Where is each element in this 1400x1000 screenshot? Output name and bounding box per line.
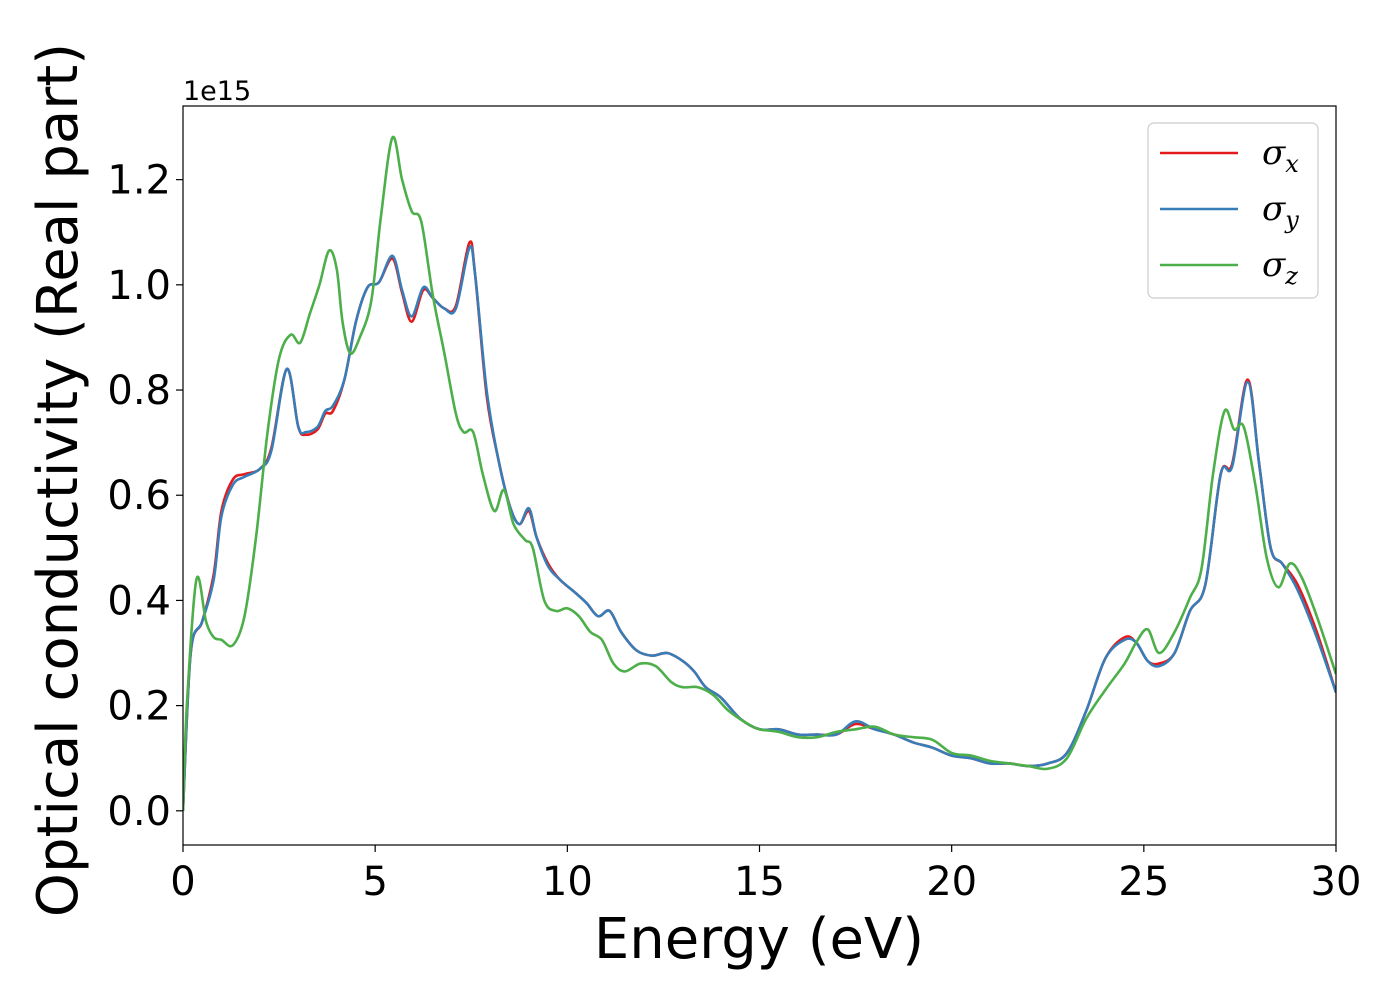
- series-line-z: [183, 135, 1336, 811]
- x-tick-label: 10: [542, 859, 593, 905]
- y-tick-label: 0.0: [107, 789, 171, 835]
- y-tick-label: 1.0: [107, 263, 171, 309]
- y-tick-label: 0.6: [107, 473, 171, 519]
- x-tick-label: 15: [734, 859, 785, 905]
- x-axis-label: Energy (eV): [594, 907, 924, 972]
- series-layer: [183, 135, 1336, 811]
- x-tick-label: 20: [926, 859, 977, 905]
- legend-box: [1147, 122, 1319, 299]
- y-tick-label: 1.2: [107, 158, 171, 204]
- x-tick-label: 0: [170, 859, 195, 905]
- x-tick-label: 5: [362, 859, 387, 905]
- x-tick-label: 30: [1311, 859, 1362, 905]
- y-tick-label: 0.2: [107, 684, 171, 730]
- x-tick-label: 25: [1118, 859, 1169, 905]
- y-tick-label: 0.4: [107, 578, 171, 624]
- y-axis-offset-label: 1e15: [183, 76, 251, 107]
- series-line-y: [183, 245, 1336, 811]
- y-tick-label: 0.8: [107, 368, 171, 414]
- y-axis-ticks: 0.0 0.2 0.4 0.6 0.8 1.0 1.2: [107, 158, 183, 835]
- x-axis-ticks: 0 5 10 15 20 25 30: [170, 845, 1361, 905]
- y-axis-label: Optical conductivity (Real part): [26, 43, 91, 917]
